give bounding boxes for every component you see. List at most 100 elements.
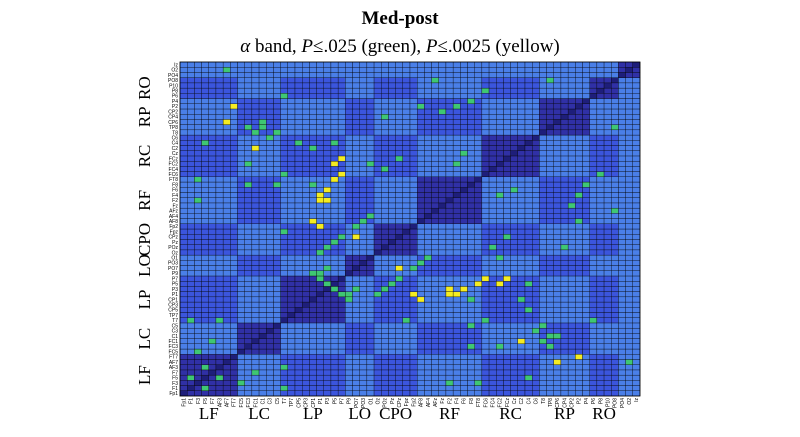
heatmap-cell bbox=[488, 218, 497, 224]
heatmap-cell bbox=[560, 87, 569, 94]
heatmap-cell bbox=[208, 343, 217, 350]
heatmap-cell bbox=[359, 296, 368, 303]
heatmap-cell bbox=[488, 103, 497, 110]
heatmap-cell bbox=[208, 348, 217, 355]
heatmap-cell bbox=[402, 359, 411, 365]
heatmap-cell bbox=[215, 322, 224, 329]
heatmap-cell bbox=[496, 82, 504, 89]
heatmap-cell bbox=[352, 327, 360, 334]
heatmap-cell bbox=[395, 239, 403, 245]
heatmap-cell bbox=[445, 338, 454, 344]
heatmap-cell bbox=[330, 234, 339, 240]
heatmap-cell bbox=[553, 176, 562, 183]
heatmap-cell bbox=[222, 327, 231, 334]
heatmap-cell bbox=[330, 322, 339, 329]
heatmap-cell bbox=[294, 114, 303, 120]
heatmap-cell bbox=[532, 155, 540, 162]
x-tick-labels: Fp1 F1 F3 F5 F7 AF3 AF7 FT7 FC5 FC3 FC1 C1 C3 C5 T7 TP7… bbox=[181, 398, 640, 409]
heatmap-cell bbox=[517, 218, 526, 224]
heatmap-cell bbox=[215, 129, 224, 136]
heatmap-cell bbox=[287, 275, 296, 282]
heatmap-cell bbox=[273, 166, 281, 172]
heatmap-cell bbox=[302, 275, 310, 282]
heatmap-cell bbox=[266, 181, 274, 188]
heatmap-cell bbox=[244, 333, 253, 339]
heatmap-cell bbox=[244, 176, 253, 183]
heatmap-cell bbox=[201, 359, 209, 365]
heatmap-cell bbox=[567, 160, 576, 167]
heatmap-cell bbox=[618, 218, 626, 224]
heatmap-cell bbox=[187, 197, 195, 204]
heatmap-cell bbox=[460, 119, 468, 125]
heatmap-cell bbox=[352, 301, 360, 308]
heatmap-cell bbox=[402, 265, 411, 271]
heatmap-cell bbox=[424, 270, 432, 277]
heatmap-cell bbox=[481, 260, 490, 266]
heatmap-cell bbox=[222, 160, 231, 167]
heatmap-cell bbox=[596, 140, 605, 146]
heatmap-cell bbox=[496, 218, 504, 224]
heatmap-cell bbox=[596, 202, 605, 209]
heatmap-cell bbox=[496, 343, 504, 350]
heatmap-cell bbox=[294, 380, 303, 386]
heatmap-cell bbox=[582, 260, 590, 266]
heatmap-cell bbox=[222, 155, 231, 162]
heatmap-cell bbox=[309, 369, 317, 376]
heatmap-cell bbox=[532, 390, 540, 397]
heatmap-cell bbox=[345, 317, 353, 324]
heatmap-cell bbox=[323, 218, 332, 224]
heatmap-cell bbox=[194, 234, 202, 240]
heatmap-cell bbox=[603, 98, 612, 104]
heatmap-cell bbox=[287, 322, 296, 329]
heatmap-cell bbox=[438, 192, 447, 198]
heatmap-cell bbox=[309, 82, 317, 89]
heatmap-cell bbox=[546, 369, 554, 376]
heatmap-cell bbox=[201, 103, 209, 110]
heatmap-cell bbox=[330, 359, 339, 365]
heatmap-cell bbox=[474, 187, 483, 193]
y-tick-label: F5 bbox=[172, 376, 178, 382]
heatmap-cell bbox=[474, 359, 483, 365]
heatmap-cell bbox=[596, 275, 605, 282]
heatmap-cell bbox=[532, 134, 540, 141]
heatmap-cell bbox=[230, 87, 238, 94]
heatmap-cell bbox=[302, 218, 310, 224]
heatmap-cell bbox=[553, 260, 562, 266]
heatmap-cell bbox=[560, 364, 569, 371]
heatmap-cell bbox=[294, 160, 303, 167]
heatmap-cell bbox=[194, 171, 202, 177]
heatmap-cell bbox=[373, 364, 382, 371]
heatmap-cell bbox=[596, 108, 605, 115]
heatmap-cell bbox=[417, 244, 425, 251]
heatmap-cell bbox=[460, 249, 468, 256]
heatmap-cell bbox=[359, 239, 368, 245]
heatmap-cell bbox=[287, 192, 296, 198]
heatmap-cell bbox=[316, 67, 324, 73]
heatmap-cell bbox=[287, 207, 296, 214]
heatmap-cell bbox=[431, 369, 439, 376]
heatmap-cell bbox=[381, 166, 389, 172]
heatmap-cell bbox=[294, 374, 303, 381]
heatmap-cell bbox=[337, 369, 346, 376]
heatmap-cell bbox=[388, 87, 396, 94]
heatmap-cell bbox=[294, 181, 303, 188]
heatmap-cell bbox=[237, 228, 245, 235]
heatmap-cell bbox=[222, 291, 231, 298]
heatmap-cell bbox=[388, 327, 396, 334]
heatmap-cell bbox=[337, 160, 346, 167]
heatmap-cell bbox=[503, 166, 511, 172]
heatmap-cell bbox=[467, 87, 475, 94]
heatmap-cell bbox=[194, 155, 202, 162]
heatmap-cell bbox=[266, 348, 274, 355]
heatmap-cell bbox=[582, 129, 590, 136]
heatmap-cell bbox=[302, 390, 310, 397]
heatmap-cell bbox=[302, 155, 310, 162]
heatmap-cell bbox=[208, 150, 217, 157]
heatmap-cell bbox=[388, 296, 396, 303]
heatmap-cell bbox=[201, 317, 209, 324]
heatmap-cell bbox=[417, 364, 425, 371]
heatmap-cell bbox=[546, 317, 554, 324]
heatmap-cell bbox=[359, 260, 368, 266]
heatmap-cell bbox=[373, 244, 382, 251]
heatmap-cell bbox=[553, 61, 562, 68]
